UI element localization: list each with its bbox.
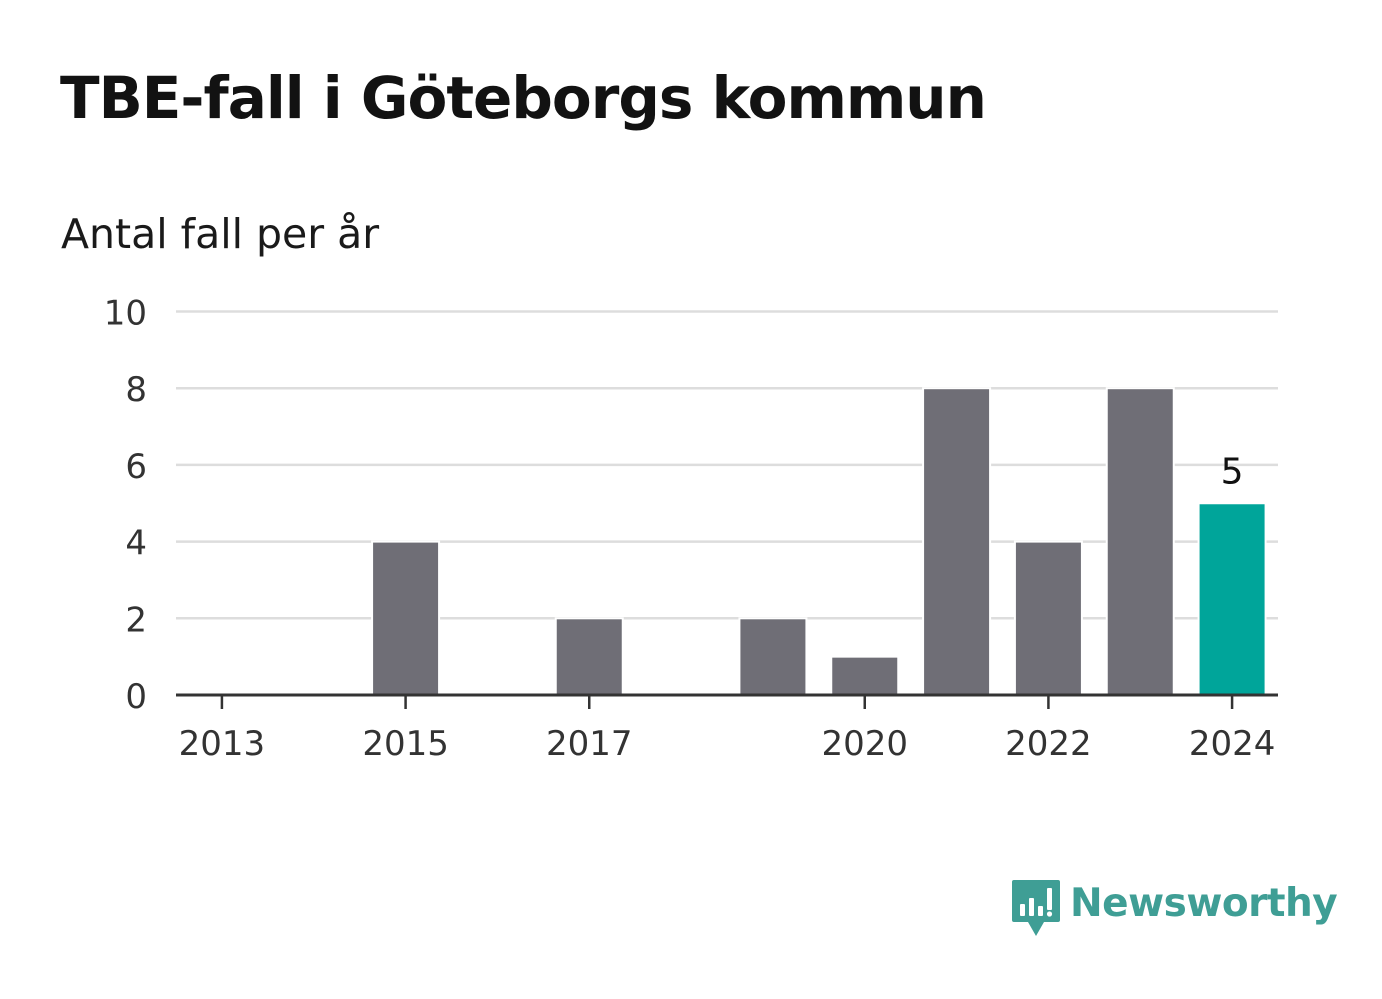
- chart-subtitle: Antal fall per år: [61, 210, 380, 258]
- x-tick-label: 2017: [546, 724, 633, 764]
- newsworthy-logo-icon: [1012, 880, 1060, 936]
- y-tick-label: 4: [125, 524, 147, 564]
- bar-2019: [738, 617, 808, 696]
- y-tick-label: 10: [104, 294, 147, 334]
- x-tick-label: 2022: [1005, 724, 1092, 764]
- chart-title: TBE-fall i Göteborgs kommun: [60, 64, 987, 132]
- y-tick-label: 2: [125, 600, 147, 640]
- brand-name: Newsworthy: [1070, 881, 1338, 926]
- bar-2017: [554, 617, 624, 696]
- y-tick-label: 0: [125, 677, 147, 717]
- x-tick-label: 2024: [1189, 724, 1276, 764]
- bar-2020: [830, 655, 900, 697]
- y-tick-label: 6: [125, 447, 147, 487]
- newsworthy-logo: Newsworthy: [1010, 878, 1338, 942]
- bar-2024: [1197, 502, 1267, 696]
- data-label: 5: [1221, 451, 1244, 492]
- x-tick-label: 2020: [821, 724, 908, 764]
- grid-lines: [176, 310, 1278, 620]
- axis-labels: 0 2 4 6 8 10 5 2013 2015 2017 2020 2022 2024: [104, 294, 1276, 765]
- y-tick-label: 8: [125, 370, 147, 410]
- x-axis: [176, 693, 1278, 709]
- bar-2023: [1105, 387, 1175, 696]
- x-tick-label: 2013: [179, 724, 266, 764]
- bar-2015: [371, 540, 441, 696]
- bar-2022: [1013, 540, 1083, 696]
- bar-2021: [922, 387, 992, 696]
- x-tick-label: 2015: [362, 724, 449, 764]
- bars: [371, 387, 1267, 697]
